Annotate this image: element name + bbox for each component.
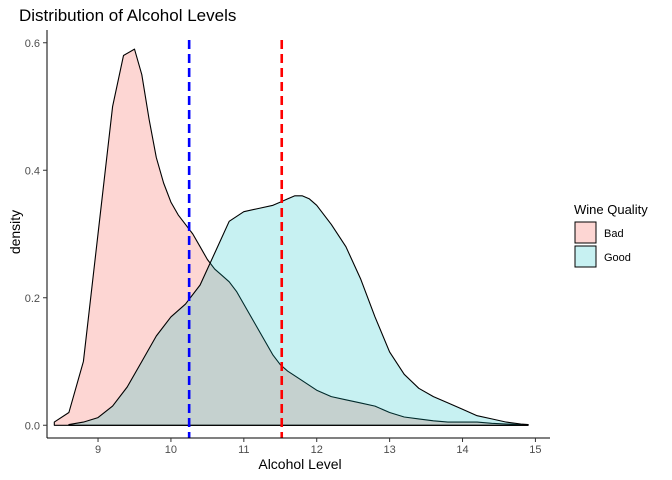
x-tick-label: 10 <box>165 444 177 456</box>
density-area-good <box>68 195 529 426</box>
chart-title: Distribution of Alcohol Levels <box>19 6 236 25</box>
x-tick-label: 14 <box>456 444 468 456</box>
x-tick-label: 13 <box>383 444 395 456</box>
legend-swatch-bad <box>574 221 597 244</box>
density-area-bad <box>53 48 529 426</box>
y-tick-label: 0.6 <box>25 38 40 50</box>
reference-lines <box>187 40 284 438</box>
x-axis-title: Alcohol Level <box>258 456 341 472</box>
legend-title: Wine Quality <box>574 202 648 217</box>
x-tick-label: 15 <box>529 444 541 456</box>
legend-label-bad: Bad <box>604 228 624 240</box>
y-tick-label: 0.2 <box>25 293 40 305</box>
axes: 9 10 11 12 13 14 15 0.0 0.2 0.4 0.6 <box>25 30 550 456</box>
legend-swatch-good <box>574 245 597 268</box>
legend-label-good: Good <box>604 252 631 264</box>
y-tick-label: 0.0 <box>25 420 40 432</box>
x-tick-label: 9 <box>95 444 101 456</box>
y-tick-label: 0.4 <box>25 165 40 177</box>
legend: Wine Quality Bad Good <box>574 202 648 268</box>
x-tick-label: 11 <box>238 444 249 456</box>
y-axis-title: density <box>7 210 23 254</box>
plot-area <box>53 48 529 426</box>
x-tick-label: 12 <box>311 444 323 456</box>
